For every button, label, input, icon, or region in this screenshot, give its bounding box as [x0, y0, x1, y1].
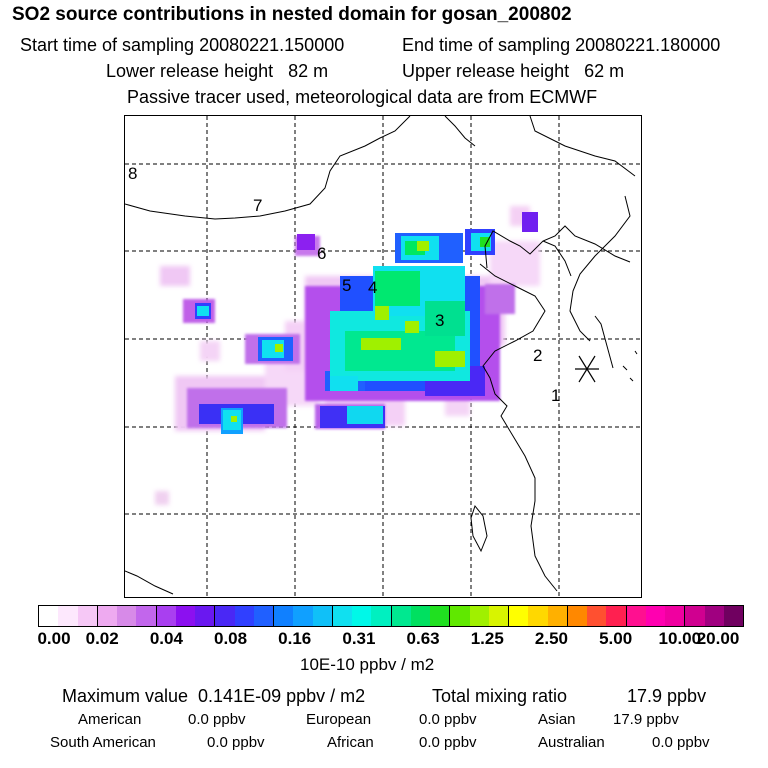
- colorbar-swatch: [117, 606, 137, 626]
- colorbar-tick-label: 0.08: [213, 629, 248, 648]
- colorbar-swatch: [39, 606, 59, 626]
- european-value: 0.0 ppbv: [419, 711, 477, 728]
- african-label: African: [327, 734, 374, 751]
- colorbar-swatch: [274, 606, 294, 626]
- american-value: 0.0 ppbv: [188, 711, 246, 728]
- region-label-5: 5: [342, 276, 352, 295]
- region-label-4: 4: [368, 278, 378, 297]
- colorbar-tick-label: 0.04: [149, 629, 183, 648]
- colorbar-unit-label: 10E-10 ppbv / m2: [300, 655, 435, 674]
- colorbar-swatch: [645, 606, 665, 626]
- colorbar-swatch: [410, 606, 430, 626]
- tracer-note: Passive tracer used, meteorological data…: [127, 87, 598, 107]
- colorbar-swatch: [606, 606, 627, 626]
- colorbar-swatch: [136, 606, 157, 626]
- australian-value: 0.0 ppbv: [652, 734, 710, 751]
- region-label-3: 3: [435, 311, 445, 330]
- colorbar-tick-label: 10.00: [658, 629, 702, 648]
- total-mixing-ratio-value: 17.9 ppbv: [627, 686, 707, 706]
- colorbar-swatch: [195, 606, 216, 626]
- colorbar-swatch: [352, 606, 372, 626]
- colorbar-swatch: [156, 606, 176, 626]
- colorbar-swatch: [215, 606, 235, 626]
- colorbar-swatch: [509, 606, 529, 626]
- colorbar-swatch: [175, 606, 195, 626]
- map-canvas: [125, 116, 641, 597]
- colorbar-swatch: [450, 606, 470, 626]
- asterisk-receptor-icon: [575, 355, 599, 383]
- start-time-label: Start time of sampling 20080221.150000: [20, 35, 345, 55]
- colorbar-swatch: [312, 606, 333, 626]
- lat-lon-grid: [125, 116, 641, 597]
- colorbar-swatch: [97, 606, 117, 626]
- lower-release-height-label: Lower release height 82 m: [106, 61, 329, 81]
- colorbar-swatch: [547, 606, 568, 626]
- colorbar-swatch: [704, 606, 724, 626]
- american-label: American: [78, 711, 142, 728]
- region-label-6: 6: [317, 244, 327, 263]
- total-mixing-ratio-label: Total mixing ratio: [432, 686, 568, 706]
- colorbar-swatch: [587, 606, 607, 626]
- african-value: 0.0 ppbv: [419, 734, 477, 751]
- colorbar-swatch: [58, 606, 78, 626]
- colorbar-swatch: [528, 606, 548, 626]
- maximum-value-label: Maximum value 0.141E-09 ppbv / m2: [62, 686, 366, 706]
- colorbar-swatch: [391, 606, 411, 626]
- colorbar: [38, 605, 744, 627]
- australian-label: Australian: [538, 734, 605, 751]
- colorbar-swatch: [723, 606, 743, 626]
- end-time-label: End time of sampling 20080221.180000: [402, 35, 721, 55]
- colorbar-tick-label: 5.00: [599, 629, 633, 648]
- south-american-label: South American: [50, 734, 156, 751]
- colorbar-swatch: [626, 606, 646, 626]
- map-panel: 1 2 3 4 5 6 7 8: [124, 115, 642, 598]
- colorbar-swatch: [77, 606, 98, 626]
- colorbar-tick-label: 0.00: [37, 629, 71, 648]
- coastline: [125, 116, 638, 595]
- south-american-value: 0.0 ppbv: [207, 734, 265, 751]
- european-label: European: [306, 711, 372, 728]
- colorbar-swatch: [234, 606, 254, 626]
- colorbar-tick-label: 0.31: [342, 629, 376, 648]
- colorbar-swatch: [685, 606, 705, 626]
- colorbar-tick-label: 2.50: [534, 629, 568, 648]
- asian-value: 17.9 ppbv: [613, 711, 679, 728]
- colorbar-swatch: [253, 606, 274, 626]
- colorbar-tick-label: 0.63: [406, 629, 440, 648]
- colorbar-tick-label: 0.16: [278, 629, 312, 648]
- region-label-8: 8: [128, 164, 138, 183]
- colorbar-swatch: [469, 606, 489, 626]
- region-label-7: 7: [253, 196, 263, 215]
- colorbar-swatch: [332, 606, 352, 626]
- colorbar-swatch: [488, 606, 509, 626]
- figure-title: SO2 source contributions in nested domai…: [12, 4, 572, 25]
- region-label-2: 2: [533, 346, 543, 365]
- colorbar-tick-label: 20.00: [696, 629, 740, 648]
- concentration-field: [155, 206, 540, 505]
- upper-release-height-label: Upper release height 62 m: [402, 61, 625, 81]
- colorbar-tick-label: 1.25: [470, 629, 504, 648]
- colorbar-swatch: [430, 606, 451, 626]
- colorbar-tick-label: 0.02: [85, 629, 119, 648]
- colorbar-swatch: [371, 606, 392, 626]
- colorbar-swatch: [665, 606, 686, 626]
- colorbar-swatch: [567, 606, 587, 626]
- asian-label: Asian: [538, 711, 576, 728]
- region-label-1: 1: [551, 386, 561, 405]
- colorbar-swatch: [293, 606, 313, 626]
